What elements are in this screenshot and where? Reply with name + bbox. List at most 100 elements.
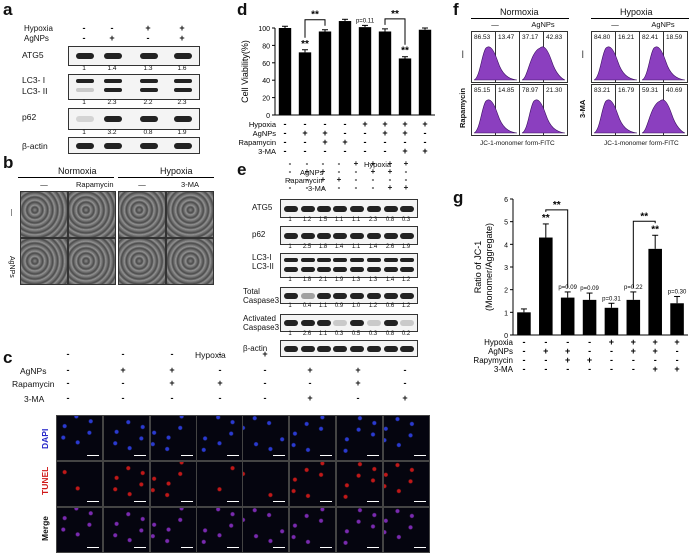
protein-band: [350, 267, 364, 272]
band-density: 2.2: [143, 99, 153, 106]
fluorescence-image: [196, 507, 243, 553]
protein-band: [384, 292, 398, 299]
fluorescence-image: [196, 415, 243, 461]
band-density: 1.6: [177, 65, 187, 72]
band-density: 1: [288, 277, 292, 283]
band-density: 1.9: [177, 129, 187, 136]
micrograph: [68, 238, 116, 285]
protein-band: [367, 320, 381, 326]
y-tick-label: 60: [262, 61, 270, 68]
histogram-curve: [641, 99, 686, 134]
sign-mark: +: [307, 365, 313, 375]
sign-mark: -: [566, 337, 569, 347]
fluorescence-image: [242, 461, 289, 507]
gate-percentage: 83.21: [594, 87, 611, 94]
sign-mark: -: [324, 146, 327, 156]
bar: [670, 303, 684, 335]
fluorescence-image: [336, 461, 383, 507]
row-label: Rapamycin: [458, 87, 467, 128]
flow-cytometry-histogram: 78.97 21.30: [519, 84, 568, 136]
sign-mark: -: [288, 159, 292, 168]
sign-mark: +: [387, 159, 393, 168]
condition-label: AgNPs: [20, 366, 47, 376]
group-label: Hypoxia: [620, 7, 653, 17]
protein-band: [400, 205, 414, 212]
sign-mark: -: [218, 365, 222, 375]
band-density: 1.8: [302, 277, 312, 283]
scale-bar: [227, 455, 239, 456]
channel-label: Merge: [40, 515, 50, 541]
sign-mark: +: [402, 128, 407, 138]
protein-band: [350, 320, 364, 326]
sign-mark: +: [145, 23, 151, 33]
sign-mark: +: [304, 167, 310, 176]
protein-band: [317, 345, 331, 352]
scale-bar: [320, 501, 332, 502]
protein-band: [317, 258, 331, 262]
sign-mark: +: [587, 355, 592, 365]
flow-cytometry-histogram: 85.15 14.85: [471, 84, 520, 136]
sign-mark: -: [121, 393, 125, 403]
sign-mark: -: [403, 378, 407, 388]
group-label: Normoxia: [500, 7, 539, 17]
group-line: [591, 18, 689, 19]
band-density: 1.8: [318, 244, 328, 250]
y-tick-label: 80: [262, 43, 270, 50]
condition-label: AgNPs: [488, 347, 513, 356]
scale-bar: [320, 547, 332, 548]
protein-band: [104, 53, 122, 59]
gate-percentage: 14.85: [498, 87, 515, 94]
sign-mark: -: [284, 146, 287, 156]
sign-mark: -: [676, 355, 679, 365]
sign-mark: +: [382, 128, 387, 138]
blot-image: [68, 74, 200, 100]
band-density: 1.2: [368, 303, 378, 309]
sign-mark: +: [653, 337, 658, 347]
scale-bar: [414, 547, 426, 548]
panel-f-label: f: [453, 0, 459, 19]
sign-mark: +: [653, 364, 658, 374]
gate-percentage: 21.30: [546, 87, 563, 94]
band-density: 0.4: [302, 303, 312, 309]
protein-band: [384, 258, 398, 262]
sign-mark: -: [544, 337, 547, 347]
gate-percentage: 82.41: [642, 34, 659, 41]
band-density: 0.8: [385, 331, 395, 337]
sign-mark: -: [170, 349, 174, 359]
row-label: —: [8, 209, 15, 216]
band-density: 2.5: [302, 244, 312, 250]
scale-bar: [367, 455, 379, 456]
sign-mark: -: [354, 183, 358, 192]
sign-mark: +: [422, 146, 427, 156]
gate-percentage: 16.79: [618, 87, 635, 94]
sign-mark: -: [321, 183, 325, 192]
panel-a-row-label: AgNPs: [24, 34, 49, 43]
blot-label: p62: [22, 112, 37, 122]
band-density: 0.2: [401, 331, 411, 337]
gate-percentage: 16.21: [618, 34, 635, 41]
micrograph: [166, 238, 214, 285]
fluorescence-image: [150, 507, 197, 553]
sign-mark: +: [169, 365, 175, 375]
blot-label: Activated Caspase3: [243, 314, 280, 332]
condition-label: Hypoxia: [249, 120, 277, 129]
histogram-fill: [641, 46, 686, 81]
significance-annotation: p=0.30: [668, 289, 687, 295]
sign-mark: -: [371, 175, 375, 184]
protein-band: [174, 142, 192, 149]
sign-mark: +: [382, 119, 387, 129]
sign-mark: +: [674, 364, 679, 374]
sign-mark: -: [424, 128, 427, 138]
micrograph: [68, 191, 116, 238]
sign-mark: +: [674, 337, 679, 347]
protein-band: [384, 320, 398, 326]
bar: [298, 52, 312, 115]
histogram-curve: [641, 46, 686, 81]
band-density: 2.1: [318, 277, 328, 283]
micrograph: [118, 238, 166, 285]
protein-band: [174, 88, 192, 92]
condition-label: 3-MA: [494, 365, 514, 374]
sign-mark: -: [305, 175, 309, 184]
sign-mark: -: [284, 119, 287, 129]
fluorescence-image: [289, 507, 336, 553]
